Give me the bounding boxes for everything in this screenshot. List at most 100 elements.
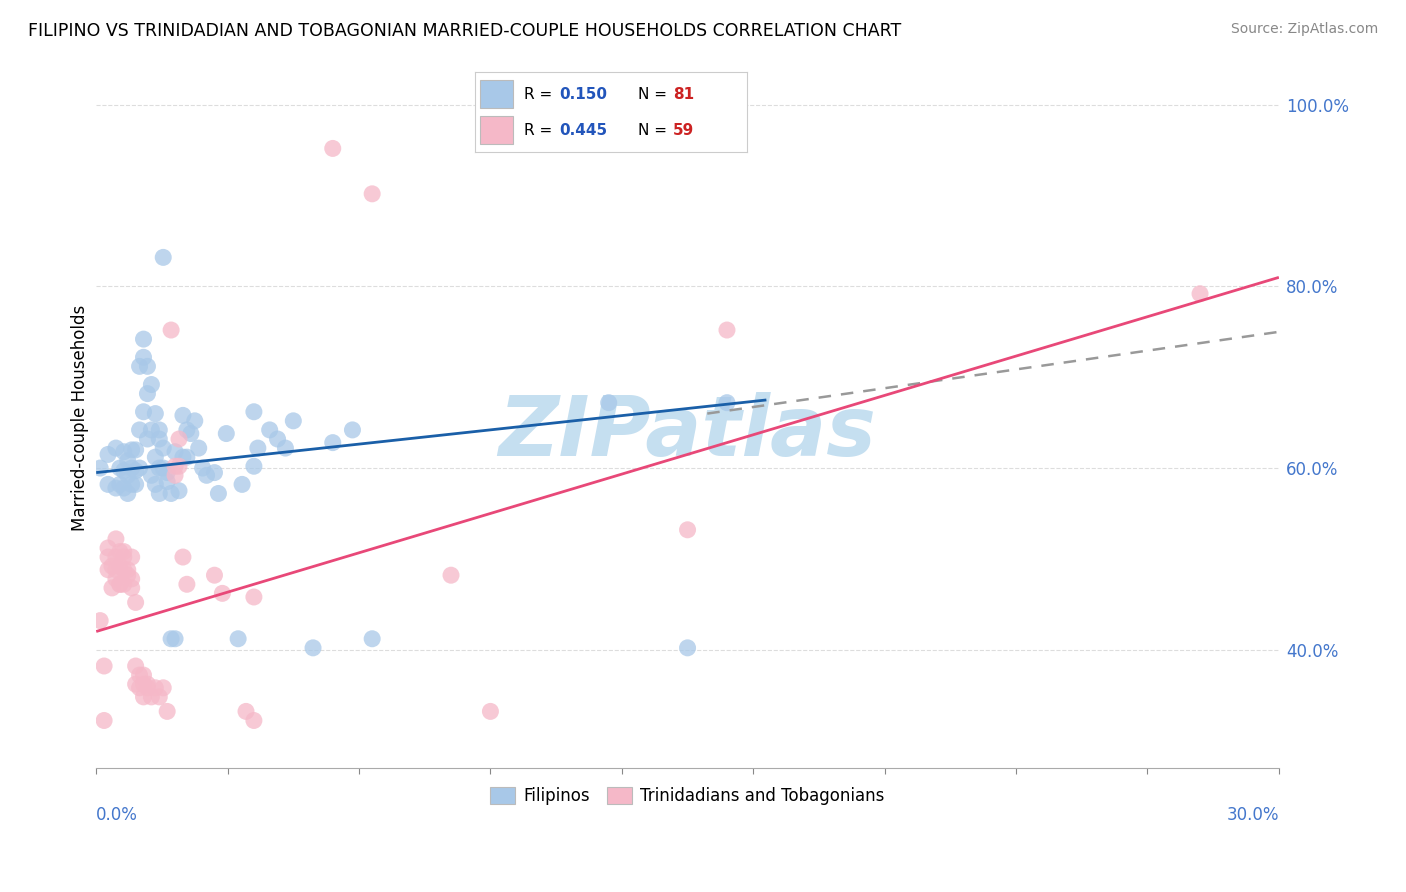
Point [112,577,135,591]
Point [117,486,139,500]
Point [243,590,266,604]
Point [132,332,155,346]
Point [235,705,257,719]
Point [128,461,150,475]
Point [211,586,233,600]
Point [243,405,266,419]
Point [132,351,155,365]
Point [97,541,120,555]
Point [143,681,166,695]
Point [152,681,174,695]
Point [180,426,202,441]
Point [93,714,115,728]
Point [148,461,170,475]
Point [231,477,253,491]
Point [136,677,159,691]
Point [148,690,170,704]
Point [160,486,183,500]
Point [215,426,238,441]
Point [104,441,127,455]
Point [108,477,131,491]
Point [108,577,131,591]
Point [128,668,150,682]
Point [124,477,146,491]
Point [97,549,120,564]
Point [243,714,266,728]
Text: 0.0%: 0.0% [96,806,138,824]
Point [132,677,155,691]
Point [132,690,155,704]
Point [172,450,194,465]
Point [143,407,166,421]
Text: ZIPatlas: ZIPatlas [499,392,876,473]
Point [104,563,127,577]
Point [361,632,384,646]
Point [112,481,135,495]
Point [124,464,146,478]
Point [148,423,170,437]
Point [121,572,143,586]
Point [112,563,135,577]
Point [176,423,198,437]
Point [152,441,174,455]
Legend: Filipinos, Trinidadians and Tobagonians: Filipinos, Trinidadians and Tobagonians [484,780,891,812]
Point [716,395,738,409]
Point [187,441,209,455]
Point [152,461,174,475]
Point [97,447,120,461]
Point [165,459,187,474]
Point [172,549,194,564]
Point [676,640,699,655]
Point [361,186,384,201]
Point [124,659,146,673]
Point [141,468,163,483]
Point [112,549,135,564]
Point [117,568,139,582]
Point [322,141,344,155]
Point [141,377,163,392]
Point [108,461,131,475]
Point [184,414,207,428]
Point [104,481,127,495]
Point [112,444,135,458]
Point [124,595,146,609]
Point [204,466,226,480]
Point [104,532,127,546]
Point [136,681,159,695]
Point [108,544,131,558]
Point [89,461,111,475]
Point [141,423,163,437]
Point [121,549,143,564]
Point [172,409,194,423]
Point [136,359,159,374]
Point [89,614,111,628]
Point [117,468,139,483]
Point [283,414,305,428]
Text: FILIPINO VS TRINIDADIAN AND TOBAGONIAN MARRIED-COUPLE HOUSEHOLDS CORRELATION CHA: FILIPINO VS TRINIDADIAN AND TOBAGONIAN M… [28,22,901,40]
Point [136,432,159,446]
Point [93,659,115,673]
Point [121,581,143,595]
Point [191,461,214,475]
Point [302,640,325,655]
Point [108,577,131,591]
Point [124,442,146,457]
Point [716,323,738,337]
Point [165,468,187,483]
Point [121,477,143,491]
Point [141,690,163,704]
Point [156,705,179,719]
Point [97,563,120,577]
Point [226,632,249,646]
Point [124,677,146,691]
Point [440,568,463,582]
Point [598,395,620,409]
Point [128,423,150,437]
Point [176,577,198,591]
Point [121,442,143,457]
Point [479,705,502,719]
Point [165,444,187,458]
Point [165,632,187,646]
Point [167,483,190,498]
Point [152,251,174,265]
